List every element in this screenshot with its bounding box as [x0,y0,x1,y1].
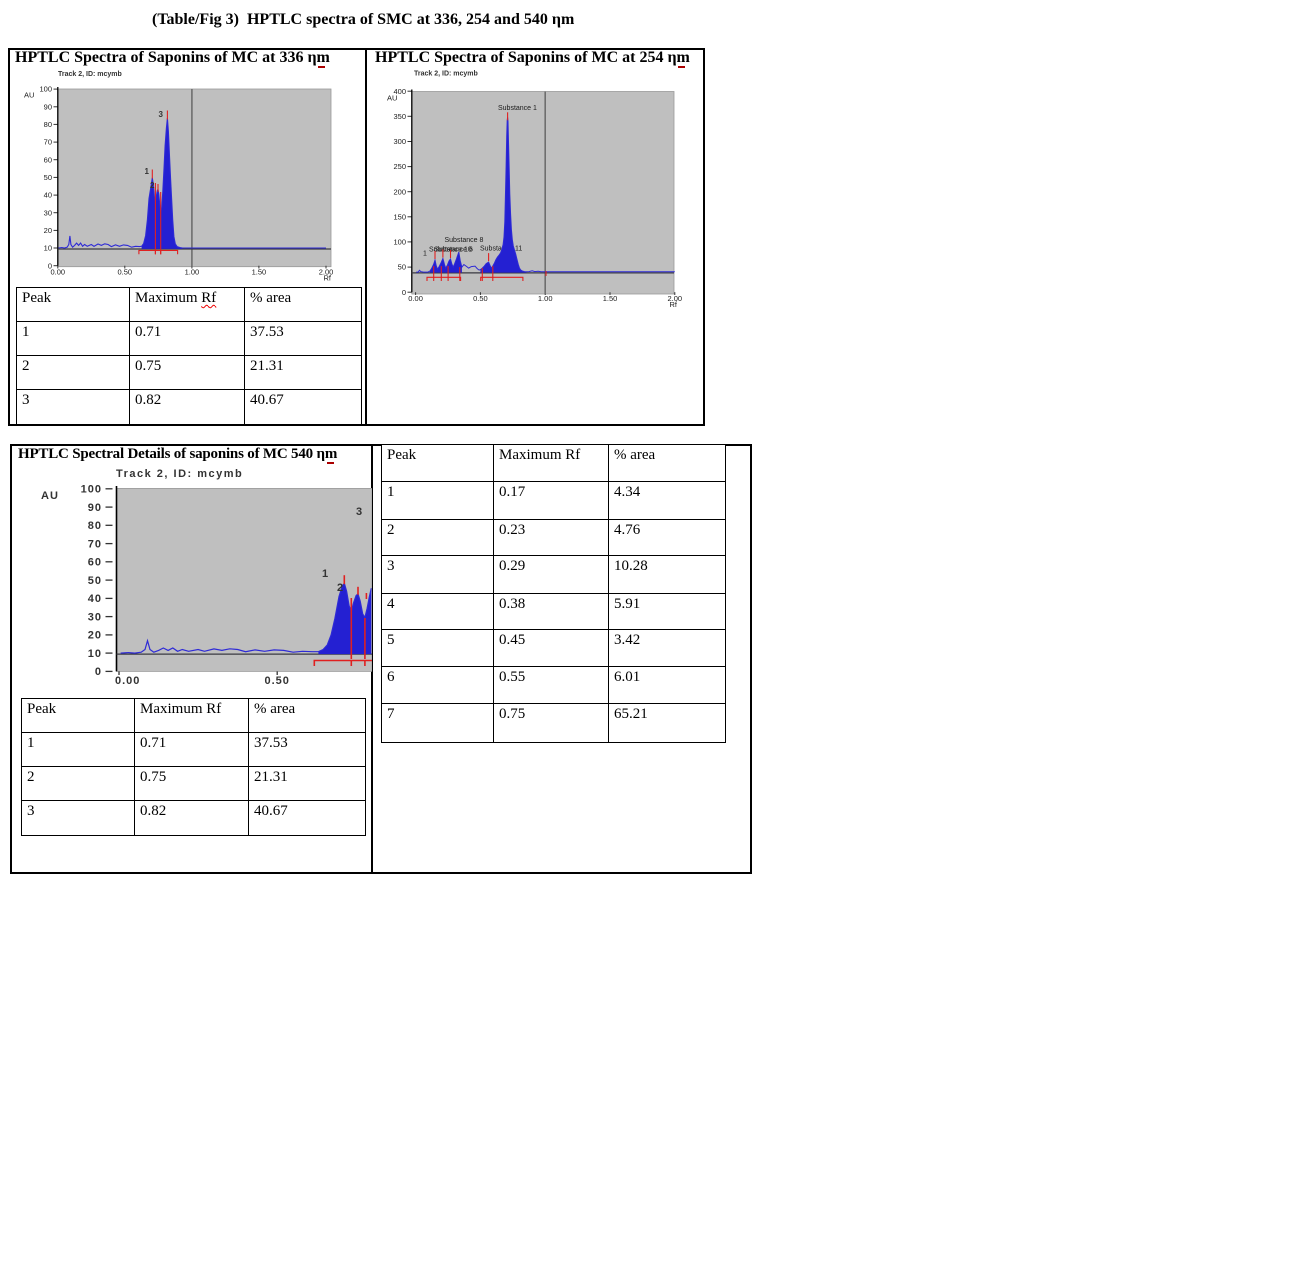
svg-text:100: 100 [81,484,102,496]
svg-text:Substance 1: Substance 1 [498,105,537,112]
svg-text:3: 3 [356,506,362,518]
svg-text:10: 10 [44,244,52,253]
svg-text:100: 100 [39,85,52,94]
svg-text:0.50: 0.50 [117,268,132,277]
svg-text:1: 1 [322,568,328,580]
svg-text:0.50: 0.50 [473,294,488,303]
svg-text:Substance 6: Substance 6 [434,247,473,254]
svg-text:50: 50 [88,575,102,587]
svg-text:0.00: 0.00 [50,268,65,277]
svg-text:70: 70 [44,138,52,147]
svg-text:60: 60 [88,557,102,569]
svg-text:2.00: 2.00 [319,268,334,277]
svg-text:30: 30 [44,208,52,217]
svg-text:1: 1 [423,251,427,258]
svg-text:AU: AU [387,94,397,103]
svg-text:90: 90 [88,502,102,514]
svg-text:80: 80 [44,120,52,129]
svg-text:Rf: Rf [324,274,332,283]
svg-text:2: 2 [150,181,155,190]
svg-text:AU: AU [24,91,34,100]
svg-text:30: 30 [88,611,102,623]
svg-text:0.00: 0.00 [115,675,140,687]
svg-text:200: 200 [393,187,406,196]
svg-text:2.00: 2.00 [667,294,682,303]
svg-text:150: 150 [393,212,406,221]
svg-text:Substance 8: Substance 8 [445,237,484,244]
svg-text:Track 2, ID: mcymb: Track 2, ID: mcymb [58,71,122,78]
svg-text:AU: AU [41,490,59,502]
svg-text:70: 70 [88,538,102,550]
svg-text:20: 20 [44,226,52,235]
svg-text:20: 20 [88,630,102,642]
svg-text:Track 2, ID: mcymb: Track 2, ID: mcymb [116,468,243,480]
svg-text:0.50: 0.50 [264,675,289,687]
svg-text:350: 350 [393,112,406,121]
svg-text:50: 50 [44,173,52,182]
svg-text:Track 2, ID: mcymb: Track 2, ID: mcymb [414,71,478,78]
svg-text:40: 40 [88,593,102,605]
svg-text:Substance 11: Substance 11 [480,246,522,253]
svg-text:80: 80 [88,520,102,532]
svg-text:3: 3 [159,110,164,119]
svg-text:0: 0 [48,261,52,270]
svg-text:0.00: 0.00 [408,294,423,303]
svg-text:10: 10 [88,648,102,660]
svg-text:1.00: 1.00 [185,268,200,277]
svg-text:0: 0 [95,666,102,678]
svg-text:300: 300 [393,137,406,146]
svg-text:1: 1 [145,167,150,176]
svg-text:1.50: 1.50 [252,268,267,277]
svg-text:Rf: Rf [670,300,678,309]
svg-text:250: 250 [393,162,406,171]
svg-text:400: 400 [393,87,406,96]
svg-text:60: 60 [44,155,52,164]
svg-text:2: 2 [337,582,343,594]
svg-text:0: 0 [402,288,406,297]
svg-text:90: 90 [44,102,52,111]
svg-text:100: 100 [393,238,406,247]
svg-text:1.50: 1.50 [603,294,618,303]
svg-text:40: 40 [44,191,52,200]
svg-text:1.00: 1.00 [538,294,553,303]
svg-text:50: 50 [398,263,406,272]
